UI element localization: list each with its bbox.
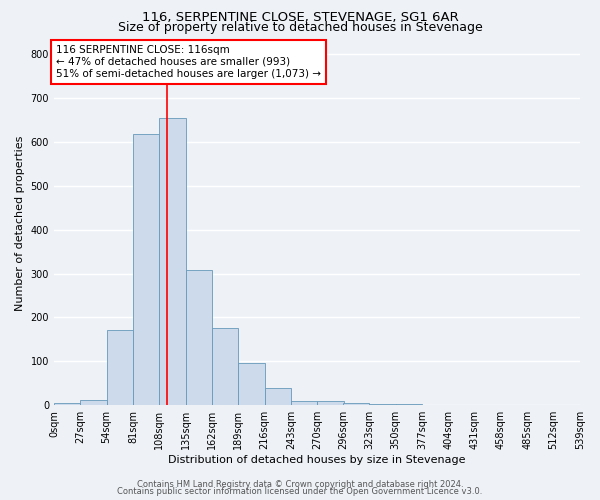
Text: 116 SERPENTINE CLOSE: 116sqm
← 47% of detached houses are smaller (993)
51% of s: 116 SERPENTINE CLOSE: 116sqm ← 47% of de… [56,46,321,78]
Bar [343,403,369,405]
Bar [107,330,133,405]
Bar [369,404,395,405]
Bar [160,118,185,405]
Bar [212,328,238,405]
Bar [185,270,212,405]
Bar [133,134,160,405]
Y-axis label: Number of detached properties: Number of detached properties [15,136,25,311]
X-axis label: Distribution of detached houses by size in Stevenage: Distribution of detached houses by size … [168,455,466,465]
Bar [395,404,422,405]
Bar [80,400,107,405]
Bar [291,401,317,405]
Text: Size of property relative to detached houses in Stevenage: Size of property relative to detached ho… [118,22,482,35]
Bar [238,362,265,405]
Text: Contains HM Land Registry data © Crown copyright and database right 2024.: Contains HM Land Registry data © Crown c… [137,480,463,489]
Bar [54,403,80,405]
Bar [317,401,344,405]
Bar [265,388,291,405]
Text: 116, SERPENTINE CLOSE, STEVENAGE, SG1 6AR: 116, SERPENTINE CLOSE, STEVENAGE, SG1 6A… [142,11,458,24]
Text: Contains public sector information licensed under the Open Government Licence v3: Contains public sector information licen… [118,487,482,496]
